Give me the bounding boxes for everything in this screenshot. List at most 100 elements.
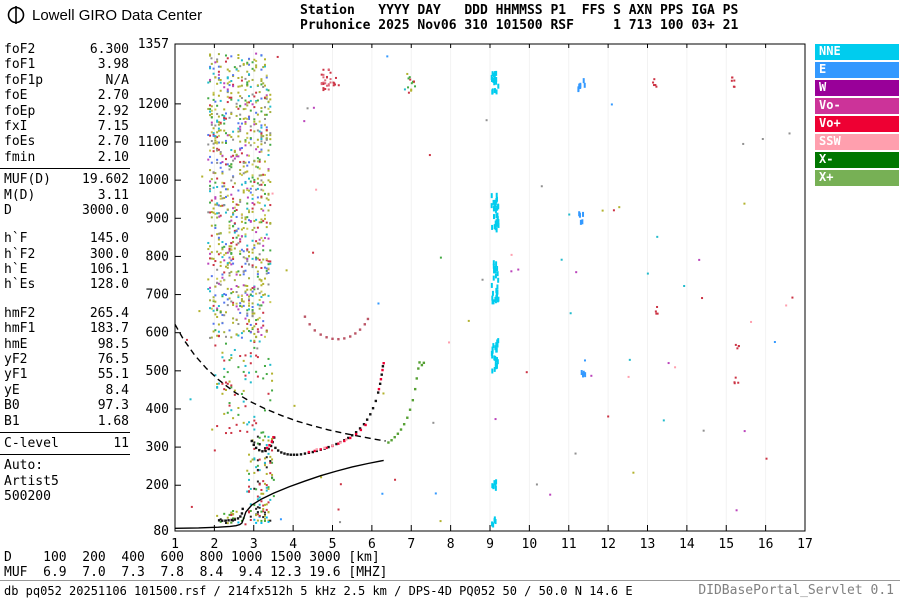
param-row-hme: hmE 98.5: [0, 337, 132, 352]
param-row-b0: B0 97.3: [0, 398, 132, 413]
param-value: 97.3: [97, 398, 129, 414]
param-row-foes: foEs 2.70: [0, 134, 132, 149]
param-label: h`F2: [4, 246, 36, 262]
param-row-foep: foEp 2.92: [0, 104, 132, 119]
param-value: 2.70: [97, 134, 129, 150]
param-row-artist5: Artist5: [0, 474, 132, 489]
param-row-d: D 3000.0: [0, 203, 132, 218]
param-row-hmf1: hmF1 183.7: [0, 321, 132, 336]
station-header: Station YYYY DAY DDD HHMMSS P1 FFS S AXN…: [300, 3, 739, 33]
y-tick-label: 700: [146, 288, 169, 303]
series-second-order-f-trace: [303, 315, 370, 341]
param-value: 1.68: [97, 413, 129, 429]
param-label: foE: [4, 88, 28, 104]
param-label: MUF(D): [4, 172, 51, 188]
param-label: 500200: [4, 489, 51, 505]
x-tick-label: 17: [797, 537, 813, 552]
param-value: 8.4: [105, 382, 129, 398]
parameter-panel: foF2 6.300 foF1 3.98 foF1p N/A foE 2.70 foEp 2.92…: [0, 42, 132, 505]
giro-logo-icon: [7, 6, 25, 24]
param-value: 2.92: [97, 103, 129, 119]
y-tick-label: 1357: [138, 37, 169, 52]
param-value: 145.0: [89, 231, 129, 247]
param-row-foe: foE 2.70: [0, 88, 132, 103]
panel-divider: [0, 168, 130, 170]
param-row-hf2: h`F2 300.0: [0, 247, 132, 262]
d-muf-table: D 100 200 400 600 800 1000 1500 3000 [km…: [4, 550, 388, 580]
param-value: 11: [113, 435, 129, 451]
param-value: 128.0: [89, 277, 129, 293]
param-row-500200: 500200: [0, 489, 132, 504]
y-tick-label: 1000: [138, 173, 169, 188]
series-vo-plus-overlay: [265, 362, 385, 454]
param-row-fxi: fxI 7.15: [0, 119, 132, 134]
param-row-fof1p: foF1p N/A: [0, 73, 132, 88]
param-label: M(D): [4, 187, 36, 203]
y-tick-label: 1100: [138, 135, 169, 150]
param-row-fmin: fmin 2.10: [0, 150, 132, 165]
x-tick-label: 5: [329, 537, 337, 552]
legend-item-e: E: [815, 62, 899, 78]
param-value: 2.10: [97, 149, 129, 165]
legend-item-vo: Vo+: [815, 116, 899, 132]
param-label: yE: [4, 382, 20, 398]
x-tick-label: 10: [522, 537, 538, 552]
y-tick-label: 400: [146, 402, 169, 417]
param-row-fof1: foF1 3.98: [0, 57, 132, 72]
param-row-hmf2: hmF2 265.4: [0, 306, 132, 321]
legend-item-vo: Vo-: [815, 98, 899, 114]
grid-lines: [213, 44, 767, 531]
series-x-trace: [387, 361, 426, 444]
param-label: Auto:: [4, 458, 44, 474]
param-row-b1: B1 1.68: [0, 414, 132, 429]
param-value: N/A: [105, 72, 129, 88]
param-label: D: [4, 202, 12, 218]
param-label: Artist5: [4, 473, 59, 489]
param-label: hmE: [4, 336, 28, 352]
param-value: 6.300: [89, 42, 129, 57]
param-label: foEs: [4, 134, 36, 150]
param-row-mufd: MUF(D) 19.602: [0, 172, 132, 187]
param-value: 3000.0: [82, 202, 129, 218]
series-true-height-profile: [174, 459, 384, 530]
param-value: 2.70: [97, 88, 129, 104]
param-value: 19.602: [82, 172, 129, 188]
param-value: 7.15: [97, 118, 129, 134]
station-header-line2: Pruhonice 2025 Nov06 310 101500 RSF 1 71…: [300, 17, 739, 33]
footer-record-info: db pq052 20251106 101500.rsf / 214fx512h…: [4, 584, 633, 598]
param-row-clevel: C-level 11: [0, 436, 132, 451]
x-tick-label: 13: [640, 537, 656, 552]
param-row-fof2: foF2 6.300: [0, 42, 132, 57]
param-row-ye: yE 8.4: [0, 383, 132, 398]
x-tick-label: 15: [718, 537, 734, 552]
footer-divider: [0, 580, 900, 581]
series-ssw-overlay: [315, 438, 348, 451]
param-row-auto: Auto:: [0, 458, 132, 473]
param-value: 98.5: [97, 336, 129, 352]
panel-divider: [0, 454, 130, 456]
x-tick-label: 11: [561, 537, 577, 552]
x-tick-label: 9: [486, 537, 494, 552]
series-muf-transmission-curve: [174, 323, 386, 442]
y-tick-label: 600: [146, 326, 169, 341]
param-label: hmF1: [4, 321, 36, 337]
x-tick-label: 8: [447, 537, 455, 552]
param-label: yF2: [4, 352, 28, 368]
panel-divider: [0, 431, 130, 433]
param-value: 3.11: [97, 187, 129, 203]
x-tick-label: 16: [758, 537, 774, 552]
param-label: h`E: [4, 262, 28, 278]
param-label: C-level: [4, 435, 59, 451]
param-row-hes: h`Es 128.0: [0, 277, 132, 292]
d-muf-table-row-d: D 100 200 400 600 800 1000 1500 3000 [km…: [4, 550, 380, 565]
noise-dots: [185, 52, 794, 528]
x-tick-label: 6: [368, 537, 376, 552]
y-tick-label: 200: [146, 478, 169, 493]
y-tick-label: 80: [153, 524, 169, 539]
param-label: B1: [4, 413, 20, 429]
x-tick-label: 7: [407, 537, 415, 552]
d-muf-table-row-muf: MUF 6.9 7.0 7.3 7.8 8.4 9.4 12.3 19.6 [M…: [4, 564, 388, 580]
param-label: fxI: [4, 118, 28, 134]
legend-item-x: X-: [815, 152, 899, 168]
